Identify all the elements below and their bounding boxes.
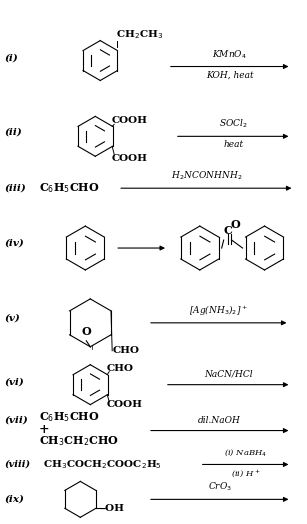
Text: H$_2$NCONHNH$_2$: H$_2$NCONHNH$_2$ [171, 170, 242, 182]
Text: (ix): (ix) [5, 495, 25, 504]
Text: CrO$_3$: CrO$_3$ [208, 481, 232, 494]
Text: C$_6$H$_5$CHO: C$_6$H$_5$CHO [38, 411, 99, 424]
Text: (iii): (iii) [5, 184, 26, 193]
Text: COOH: COOH [106, 400, 142, 409]
Text: CH$_3$CH$_2$CHO: CH$_3$CH$_2$CHO [38, 434, 119, 449]
Text: (vii): (vii) [5, 415, 29, 424]
Text: (ii): (ii) [5, 128, 22, 137]
Text: (i) NaBH$_4$: (i) NaBH$_4$ [224, 447, 267, 458]
Text: KOH, heat: KOH, heat [206, 71, 254, 80]
Text: (ii) H$^+$: (ii) H$^+$ [231, 468, 260, 481]
Text: (viii): (viii) [5, 460, 31, 469]
Text: CH$_2$CH$_3$: CH$_2$CH$_3$ [116, 28, 164, 41]
Text: KMnO$_4$: KMnO$_4$ [212, 48, 247, 61]
Text: C: C [223, 225, 232, 236]
Text: (i): (i) [5, 53, 18, 62]
Text: NaCN/HCl: NaCN/HCl [204, 370, 252, 379]
Text: CH$_3$COCH$_2$COOC$_2$H$_5$: CH$_3$COCH$_2$COOC$_2$H$_5$ [42, 458, 161, 471]
Text: O: O [231, 219, 240, 230]
Text: C$_6$H$_5$CHO: C$_6$H$_5$CHO [38, 181, 99, 195]
Text: SOCl$_2$: SOCl$_2$ [219, 118, 247, 130]
Text: heat: heat [223, 140, 243, 149]
Text: CHO: CHO [112, 346, 139, 355]
Text: (iv): (iv) [5, 238, 25, 247]
Text: (vi): (vi) [5, 377, 25, 386]
Text: dil.NaOH: dil.NaOH [198, 416, 241, 424]
Text: COOH: COOH [111, 116, 147, 125]
Text: [Ag(NH$_3$)$_2$]$^+$: [Ag(NH$_3$)$_2$]$^+$ [189, 303, 248, 317]
Text: +: + [38, 423, 49, 436]
Text: –OH: –OH [101, 504, 125, 513]
Text: O: O [81, 326, 91, 337]
Text: COOH: COOH [111, 154, 147, 163]
Text: CHO: CHO [106, 364, 133, 373]
Text: (v): (v) [5, 313, 21, 322]
